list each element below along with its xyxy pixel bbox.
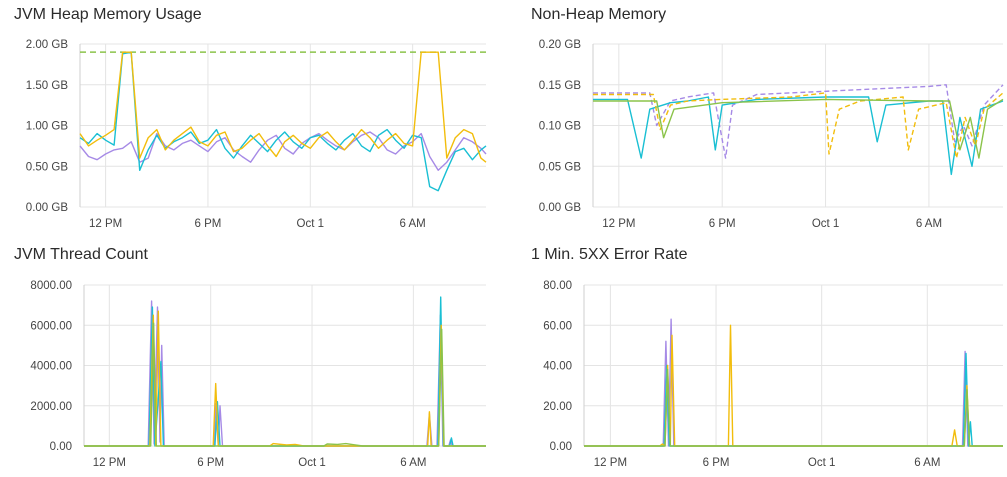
series-line-teal [584, 352, 1003, 447]
y-tick-label: 0.00 GB [26, 202, 69, 214]
x-tick-label: 6 PM [197, 457, 224, 469]
chart-title: 1 Min. 5XX Error Rate [531, 246, 688, 263]
y-tick-label: 0.50 GB [26, 161, 69, 173]
x-tick-label: 6 AM [400, 218, 426, 230]
chart-panel-heap: JVM Heap Memory Usage 2.00 GB 1.50 GB 1.00… [14, 6, 489, 236]
series-line-purple [593, 84, 1004, 159]
chart-panel-errors: 1 Min. 5XX Error Rate 80.00 60.00 40.00 20.… [531, 246, 1007, 477]
x-tick-label: 6 PM [195, 218, 222, 230]
series-line-purple [584, 318, 1003, 447]
series-line-gold [84, 310, 486, 447]
chart-panel-threads: JVM Thread Count 8000.00 6000.00 4000.00 20… [14, 246, 489, 477]
y-tick-label: 6000.00 [30, 320, 72, 332]
y-tick-label: 40.00 [543, 361, 572, 373]
x-tick-label: Oct 1 [298, 457, 325, 469]
series-line-teal [79, 51, 487, 192]
x-tick-label: 12 PM [93, 457, 126, 469]
chart-panel-nonheap: Non-Heap Memory 0.20 GB 0.15 GB 0.10 GB 0.0… [531, 6, 1007, 236]
chart-plot: 2.00 GB 1.50 GB 1.00 GB 0.50 GB 0.00 GB 12 PM… [26, 39, 487, 230]
series-line-gold [79, 51, 487, 163]
y-tick-label: 0.10 GB [539, 121, 582, 133]
chart-title: Non-Heap Memory [531, 6, 667, 23]
x-tick-label: 12 PM [602, 218, 635, 230]
x-tick-label: 6 AM [914, 457, 940, 469]
chart-plot: 80.00 60.00 40.00 20.00 0.00 12 PM 6 PM Oct 1 6 … [543, 280, 1003, 469]
y-tick-label: 20.00 [543, 401, 572, 413]
chart-title: JVM Heap Memory Usage [14, 6, 202, 23]
y-tick-label: 0.00 [50, 441, 72, 453]
x-tick-label: 6 AM [400, 457, 426, 469]
y-tick-label: 8000.00 [30, 280, 72, 292]
series-line-purple [79, 131, 487, 172]
x-tick-label: 6 PM [709, 218, 736, 230]
series-line-teal [593, 96, 1004, 176]
y-tick-label: 2.00 GB [26, 39, 69, 51]
y-tick-label: 1.50 GB [26, 80, 69, 92]
series-line-teal [84, 296, 486, 447]
chart-plot: 0.20 GB 0.15 GB 0.10 GB 0.05 GB 0.00 GB 12 PM… [539, 39, 1004, 230]
y-tick-label: 0.20 GB [539, 39, 582, 51]
series-line-green [84, 322, 486, 447]
y-tick-label: 4000.00 [30, 361, 72, 373]
series-line-gold [584, 324, 1003, 447]
x-tick-label: 6 AM [916, 218, 942, 230]
series-line-gold [593, 92, 1004, 159]
x-tick-label: Oct 1 [297, 218, 324, 230]
x-tick-label: 6 PM [703, 457, 730, 469]
series-line-green [584, 368, 1003, 447]
y-tick-label: 2000.00 [30, 401, 72, 413]
series-line-green [593, 98, 1004, 159]
x-tick-label: 12 PM [89, 218, 122, 230]
y-tick-label: 60.00 [543, 320, 572, 332]
x-tick-label: Oct 1 [808, 457, 835, 469]
y-tick-label: 80.00 [543, 280, 572, 292]
y-tick-label: 0.00 GB [539, 202, 582, 214]
series-line-purple [84, 300, 486, 447]
y-tick-label: 0.00 [550, 441, 572, 453]
x-tick-label: Oct 1 [812, 218, 839, 230]
y-tick-label: 0.05 GB [539, 161, 582, 173]
y-tick-label: 0.15 GB [539, 80, 582, 92]
chart-plot: 8000.00 6000.00 4000.00 2000.00 0.00 12 PM 6 P… [30, 280, 486, 469]
chart-title: JVM Thread Count [14, 246, 148, 263]
y-tick-label: 1.00 GB [26, 121, 69, 133]
x-tick-label: 12 PM [594, 457, 627, 469]
